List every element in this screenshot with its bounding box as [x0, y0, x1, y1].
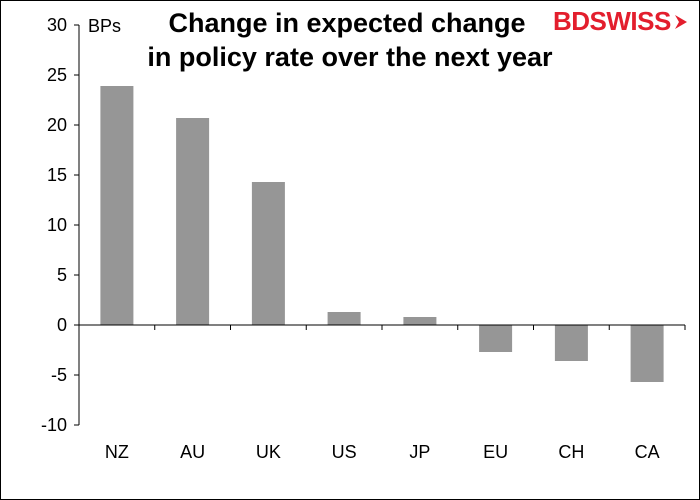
y-tick-labels: 30 25 20 15 10 5 0 -5 -10 [41, 15, 67, 435]
bar-eu [479, 325, 513, 352]
chart-title-line-1: Change in expected change [168, 8, 525, 38]
logo-chevron-icon [674, 14, 687, 29]
bar-uk [251, 182, 285, 325]
x-tick-label-nz: NZ [105, 442, 129, 462]
y-tick-label: -5 [51, 365, 67, 385]
x-tick-label-us: US [332, 442, 357, 462]
y-tick-label: 15 [47, 165, 67, 185]
x-tick-labels: NZ AU UK US JP EU CH CA [105, 442, 660, 462]
axes [74, 24, 686, 426]
y-tick-label: 20 [47, 115, 67, 135]
y-tick-label: -10 [41, 415, 67, 435]
y-tick-label: 30 [47, 15, 67, 35]
x-tick-label-eu: EU [483, 442, 508, 462]
bar-au [176, 118, 210, 325]
bar-us [327, 312, 361, 325]
bar-ch [554, 325, 588, 361]
bar-jp [403, 317, 437, 325]
y-tick-label: 0 [57, 315, 67, 335]
y-tick-label: 25 [47, 65, 67, 85]
chart-title: Change in expected change in policy rate… [147, 8, 553, 72]
bar-series [100, 86, 664, 382]
bdswiss-logo: BDSWISS [553, 6, 688, 37]
chart-title-line-2: in policy rate over the next year [147, 42, 553, 72]
y-axis-unit-label: BPs [88, 16, 121, 36]
x-tick-label-uk: UK [256, 442, 281, 462]
x-tick-label-au: AU [180, 442, 205, 462]
logo-text: BDSWISS [553, 6, 671, 36]
x-tick-label-jp: JP [409, 442, 430, 462]
bar-ca [630, 325, 664, 382]
y-tick-label: 10 [47, 215, 67, 235]
x-tick-label-ch: CH [558, 442, 584, 462]
y-tick-label: 5 [57, 265, 67, 285]
bar-nz [100, 86, 134, 325]
x-tick-label-ca: CA [635, 442, 660, 462]
